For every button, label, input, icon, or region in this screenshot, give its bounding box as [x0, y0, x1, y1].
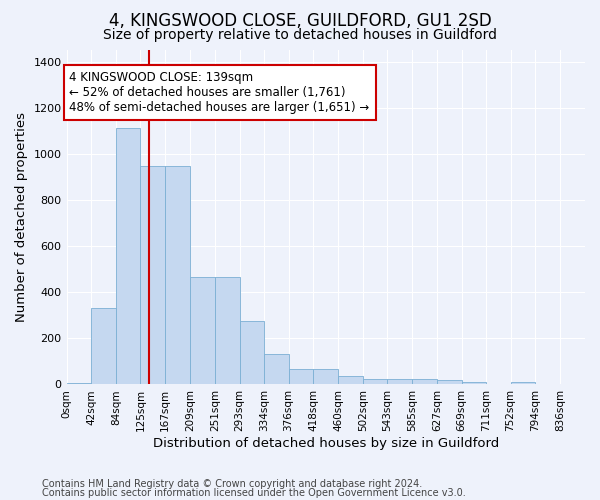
Text: 4 KINGSWOOD CLOSE: 139sqm
← 52% of detached houses are smaller (1,761)
48% of se: 4 KINGSWOOD CLOSE: 139sqm ← 52% of detac…: [70, 71, 370, 114]
Text: Size of property relative to detached houses in Guildford: Size of property relative to detached ho…: [103, 28, 497, 42]
Bar: [67, 382, 91, 384]
Bar: [215, 277, 239, 384]
Bar: [461, 382, 487, 384]
Text: Contains public sector information licensed under the Open Government Licence v3: Contains public sector information licen…: [42, 488, 466, 498]
Bar: [190, 277, 215, 384]
Text: Contains HM Land Registry data © Crown copyright and database right 2024.: Contains HM Land Registry data © Crown c…: [42, 479, 422, 489]
X-axis label: Distribution of detached houses by size in Guildford: Distribution of detached houses by size …: [152, 437, 499, 450]
Bar: [264, 354, 289, 384]
Bar: [437, 380, 461, 384]
Bar: [289, 369, 313, 384]
Bar: [313, 369, 338, 384]
Bar: [412, 378, 437, 384]
Bar: [338, 376, 363, 384]
Text: 4, KINGSWOOD CLOSE, GUILDFORD, GU1 2SD: 4, KINGSWOOD CLOSE, GUILDFORD, GU1 2SD: [109, 12, 491, 30]
Bar: [239, 321, 264, 384]
Bar: [387, 378, 412, 384]
Y-axis label: Number of detached properties: Number of detached properties: [15, 112, 28, 322]
Bar: [116, 128, 140, 384]
Bar: [165, 166, 190, 384]
Bar: [91, 308, 116, 384]
Bar: [511, 382, 535, 384]
Bar: [363, 378, 387, 384]
Bar: [140, 166, 165, 384]
